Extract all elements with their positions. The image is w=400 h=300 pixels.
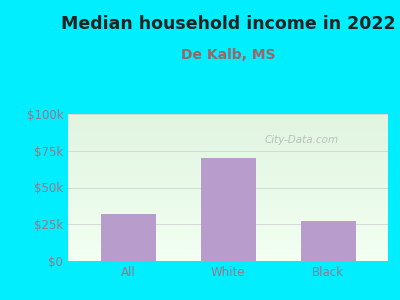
Bar bbox=[200, 158, 256, 261]
Text: De Kalb, MS: De Kalb, MS bbox=[181, 48, 275, 62]
Bar bbox=[100, 214, 156, 261]
Text: City-Data.com: City-Data.com bbox=[264, 136, 339, 146]
Bar bbox=[300, 221, 356, 261]
Text: Median household income in 2022: Median household income in 2022 bbox=[61, 15, 395, 33]
